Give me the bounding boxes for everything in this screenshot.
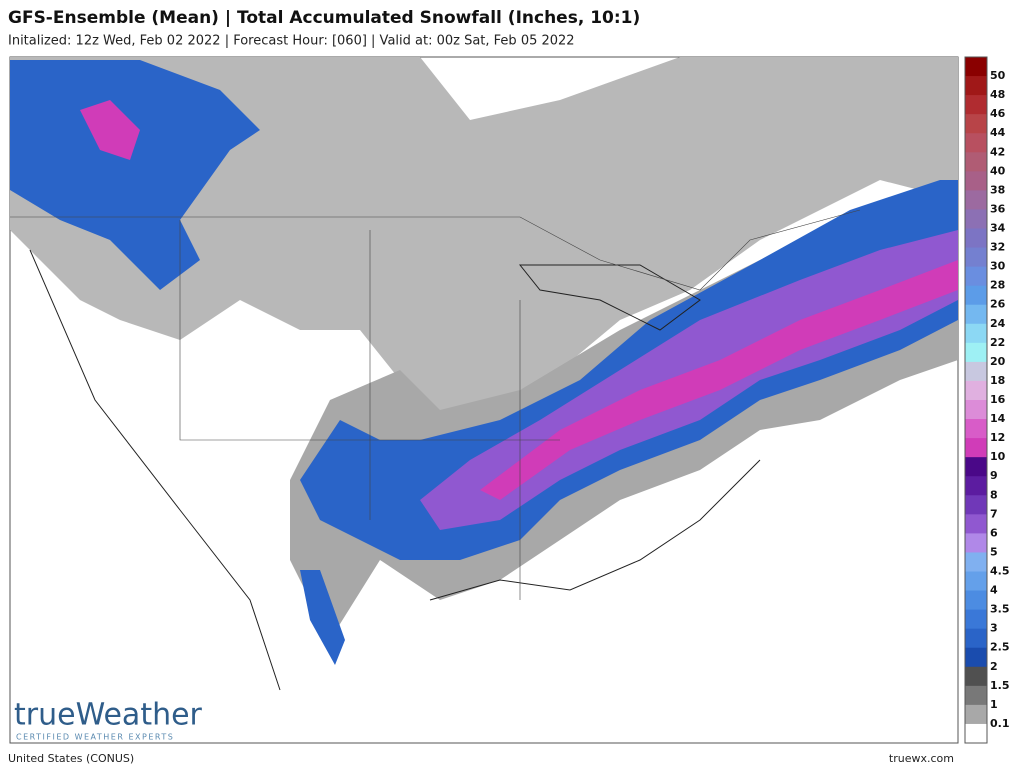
legend-label: 3 — [990, 622, 998, 635]
legend-label: 2 — [990, 660, 998, 673]
legend-swatch — [965, 133, 987, 153]
legend-label: 0.1 — [990, 717, 1010, 730]
legend-swatch — [965, 609, 987, 630]
legend-swatch — [965, 704, 987, 725]
snow-light — [10, 57, 958, 420]
legend-swatch — [965, 114, 987, 134]
legend-swatch — [965, 476, 987, 496]
legend-label: 42 — [990, 145, 1005, 158]
legend-swatch — [965, 190, 987, 210]
legend-label: 50 — [990, 69, 1006, 82]
state-lines — [10, 209, 861, 600]
legend-label: 9 — [990, 469, 998, 482]
footer-right: truewx.com — [889, 752, 954, 765]
legend-label: 20 — [990, 355, 1006, 368]
legend-swatch — [965, 533, 987, 553]
legend-label: 46 — [990, 107, 1006, 120]
legend-label: 36 — [990, 202, 1006, 215]
legend-label: 4.5 — [990, 565, 1010, 578]
legend-label: 32 — [990, 241, 1005, 254]
legend: 5048464442403836343230282624222018161412… — [964, 56, 1010, 744]
legend-label: 14 — [990, 412, 1006, 425]
legend-swatch — [965, 457, 987, 477]
legend-swatch — [965, 685, 987, 706]
legend-label: 40 — [990, 164, 1006, 177]
snow-west-magenta — [80, 100, 140, 160]
legend-label: 26 — [990, 298, 1006, 311]
map — [9, 56, 959, 744]
legend-label: 24 — [990, 317, 1006, 330]
legend-frame — [964, 56, 988, 744]
legend-swatch — [965, 171, 987, 191]
legend-swatch — [965, 647, 987, 668]
legend-swatch — [965, 495, 987, 515]
legend-label: 5 — [990, 545, 998, 558]
legend-label: 38 — [990, 183, 1005, 196]
legend-swatch — [965, 552, 987, 572]
legend-label: 4 — [990, 584, 998, 597]
legend-swatch — [965, 361, 987, 382]
snow-band-magenta — [480, 260, 958, 500]
title: GFS-Ensemble (Mean) | Total Accumulated … — [8, 8, 640, 28]
legend-label: 16 — [990, 393, 1006, 406]
legend-swatch — [965, 76, 987, 96]
legend-label: 34 — [990, 222, 1006, 235]
legend-label: 7 — [990, 507, 998, 520]
legend-swatch — [965, 514, 987, 534]
legend-swatch — [965, 723, 987, 744]
legend-label: 10 — [990, 450, 1006, 463]
legend-swatch — [965, 419, 987, 439]
legend-label: 22 — [990, 336, 1005, 349]
legend-label: 18 — [990, 374, 1005, 387]
legend-swatch — [965, 209, 987, 229]
legend-swatch — [965, 57, 987, 77]
legend-label: 2.5 — [990, 641, 1010, 654]
legend-swatch — [965, 304, 987, 325]
subtitle: Initalized: 12z Wed, Feb 02 2022 | Forec… — [8, 34, 575, 49]
legend-swatch — [965, 266, 987, 287]
logo-tagline: CERTIFIED WEATHER EXPERTS — [16, 733, 174, 742]
legend-swatch — [965, 628, 987, 649]
legend-label: 3.5 — [990, 603, 1010, 616]
legend-swatch — [965, 228, 987, 249]
legend-swatch — [965, 666, 987, 687]
legend-swatch — [965, 247, 987, 268]
legend-label: 1.5 — [990, 679, 1010, 692]
legend-swatch — [965, 380, 987, 401]
legend-label: 1 — [990, 698, 998, 711]
legend-swatch — [965, 571, 987, 592]
footer-left: United States (CONUS) — [8, 752, 134, 765]
snow-mexico-blue — [300, 570, 345, 665]
legend-swatch — [965, 152, 987, 172]
legend-swatch — [965, 400, 987, 420]
legend-swatch — [965, 438, 987, 458]
legend-swatch — [965, 342, 987, 363]
legend-label: 6 — [990, 526, 998, 539]
legend-swatch — [965, 95, 987, 115]
legend-swatch — [965, 590, 987, 611]
legend-swatch — [965, 323, 987, 344]
legend-label: 48 — [990, 88, 1005, 101]
legend-label: 28 — [990, 279, 1005, 292]
legend-label: 44 — [990, 126, 1006, 139]
legend-swatch — [965, 285, 987, 306]
legend-label: 30 — [990, 260, 1006, 273]
legend-label: 8 — [990, 488, 998, 501]
logo: trueWeather — [14, 698, 203, 733]
borders — [29, 249, 761, 691]
snow-west-blue — [10, 60, 260, 290]
legend-label: 12 — [990, 431, 1005, 444]
